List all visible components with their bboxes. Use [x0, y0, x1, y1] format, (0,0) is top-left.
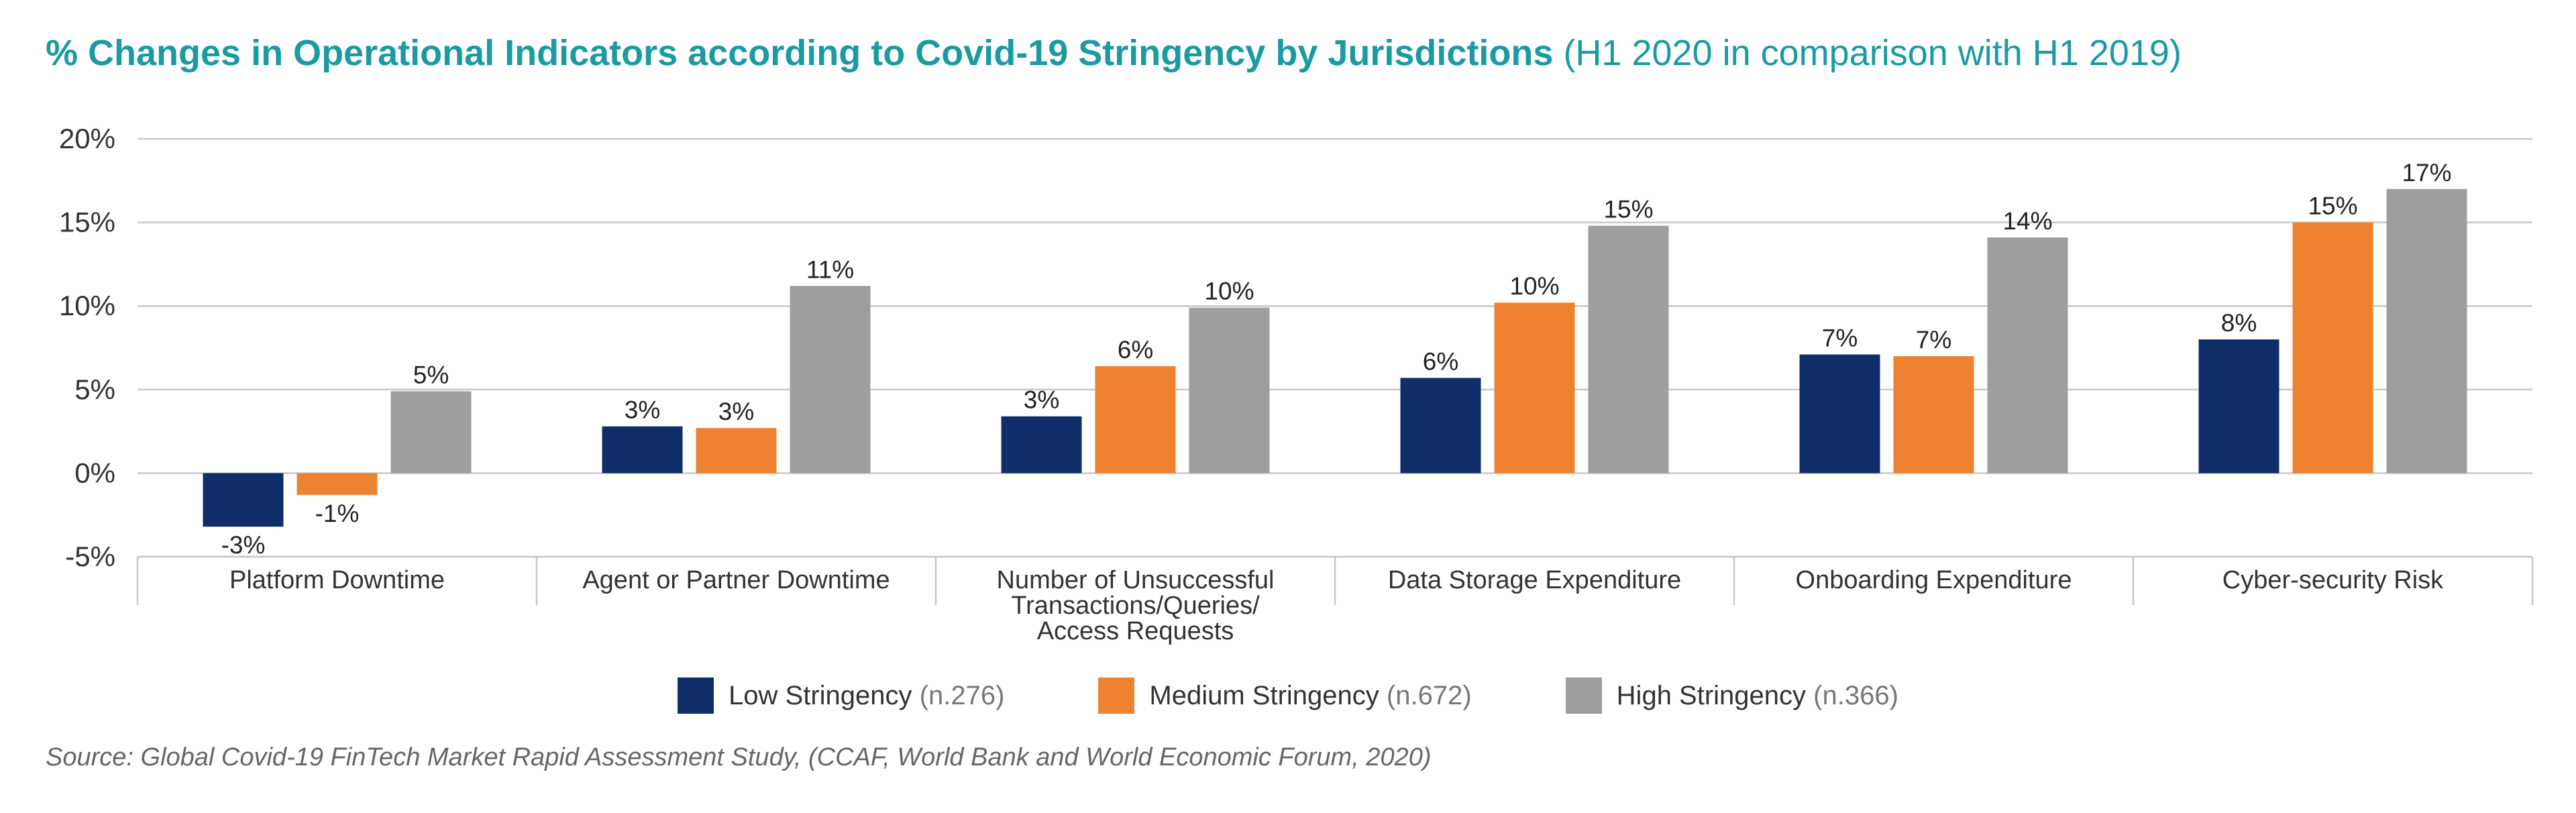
data-label: 7%	[1916, 326, 1951, 354]
bar	[203, 473, 284, 527]
y-tick-label: 15%	[59, 207, 115, 238]
bar	[2198, 339, 2279, 474]
legend-label: High Stringency	[1616, 680, 1807, 710]
data-label: 6%	[1423, 347, 1458, 375]
source-note: Source: Global Covid-19 FinTech Market R…	[46, 743, 1432, 771]
bar	[2292, 222, 2373, 474]
x-category-label: Access Requests	[1037, 617, 1234, 645]
data-label: 5%	[413, 361, 449, 388]
data-label: -1%	[315, 500, 360, 527]
x-category-label: Onboarding Expenditure	[1796, 566, 2072, 594]
y-tick-label: 20%	[59, 123, 115, 154]
data-label: 10%	[1509, 272, 1559, 300]
bar	[1189, 307, 1270, 474]
legend-swatch	[678, 678, 714, 714]
legend-sample-size: (n.276)	[919, 680, 1005, 710]
legend-sample-size: (n.672)	[1386, 680, 1472, 710]
x-category-label: Cyber-security Risk	[2222, 566, 2444, 594]
data-label: 15%	[2308, 193, 2357, 220]
y-tick-label: 0%	[74, 457, 115, 488]
y-tick-label: 5%	[74, 374, 115, 405]
data-label: -3%	[221, 531, 266, 559]
x-category-label: Transactions/Queries/	[1011, 592, 1260, 620]
x-category-label: Platform Downtime	[229, 566, 445, 594]
data-label: 3%	[1024, 386, 1059, 414]
legend-label: Low Stringency	[729, 680, 912, 710]
bar	[297, 473, 378, 495]
bar	[602, 426, 683, 474]
chart-title: % Changes in Operational Indicators acco…	[46, 32, 2182, 74]
legend-label: Medium Stringency	[1149, 680, 1379, 710]
bar	[1095, 366, 1176, 474]
bar	[2386, 188, 2467, 474]
bar	[1001, 416, 1082, 474]
data-label: 8%	[2221, 309, 2257, 337]
data-label: 6%	[1118, 336, 1153, 364]
legend-item: Low Stringency (n.276)	[678, 678, 1004, 714]
legend-sample-size: (n.366)	[1813, 680, 1898, 710]
legend-item: Medium Stringency (n.672)	[1098, 678, 1472, 714]
bar	[790, 286, 871, 474]
bar	[696, 428, 777, 474]
y-tick-label: -5%	[65, 541, 115, 572]
bar	[1893, 356, 1974, 474]
data-label: 14%	[2002, 207, 2052, 235]
x-category-label: Agent or Partner Downtime	[582, 566, 890, 594]
data-label: 7%	[1822, 324, 1858, 351]
data-label: 11%	[806, 256, 854, 283]
bar-chart: 20% 15% 10% 5% 0% -5% -3% -1% 5% Platform Downtim…	[59, 123, 2534, 645]
data-label: 10%	[1204, 278, 1254, 305]
bar	[390, 391, 472, 474]
legend-swatch	[1565, 678, 1602, 714]
legend-swatch	[1098, 678, 1135, 714]
data-label: 17%	[2402, 159, 2451, 186]
legend: Low Stringency (n.276) Medium Stringency …	[0, 678, 2576, 714]
bar	[1799, 354, 1880, 474]
x-category-label: Number of Unsuccessful	[997, 566, 1275, 594]
chart-title-main: % Changes in Operational Indicators acco…	[46, 33, 1554, 73]
x-category-label: Data Storage Expenditure	[1388, 566, 1681, 594]
bar	[1494, 303, 1575, 474]
bar	[1987, 237, 2068, 474]
legend-item: High Stringency (n.366)	[1565, 678, 1898, 714]
data-label: 15%	[1603, 196, 1653, 223]
chart-title-period: (H1 2020 in comparison with H1 2019)	[1563, 33, 2182, 73]
y-tick-label: 10%	[59, 290, 115, 321]
bar	[1588, 225, 1669, 474]
data-label: 3%	[625, 396, 660, 424]
data-label: 3%	[718, 398, 754, 425]
bar	[1400, 378, 1481, 474]
